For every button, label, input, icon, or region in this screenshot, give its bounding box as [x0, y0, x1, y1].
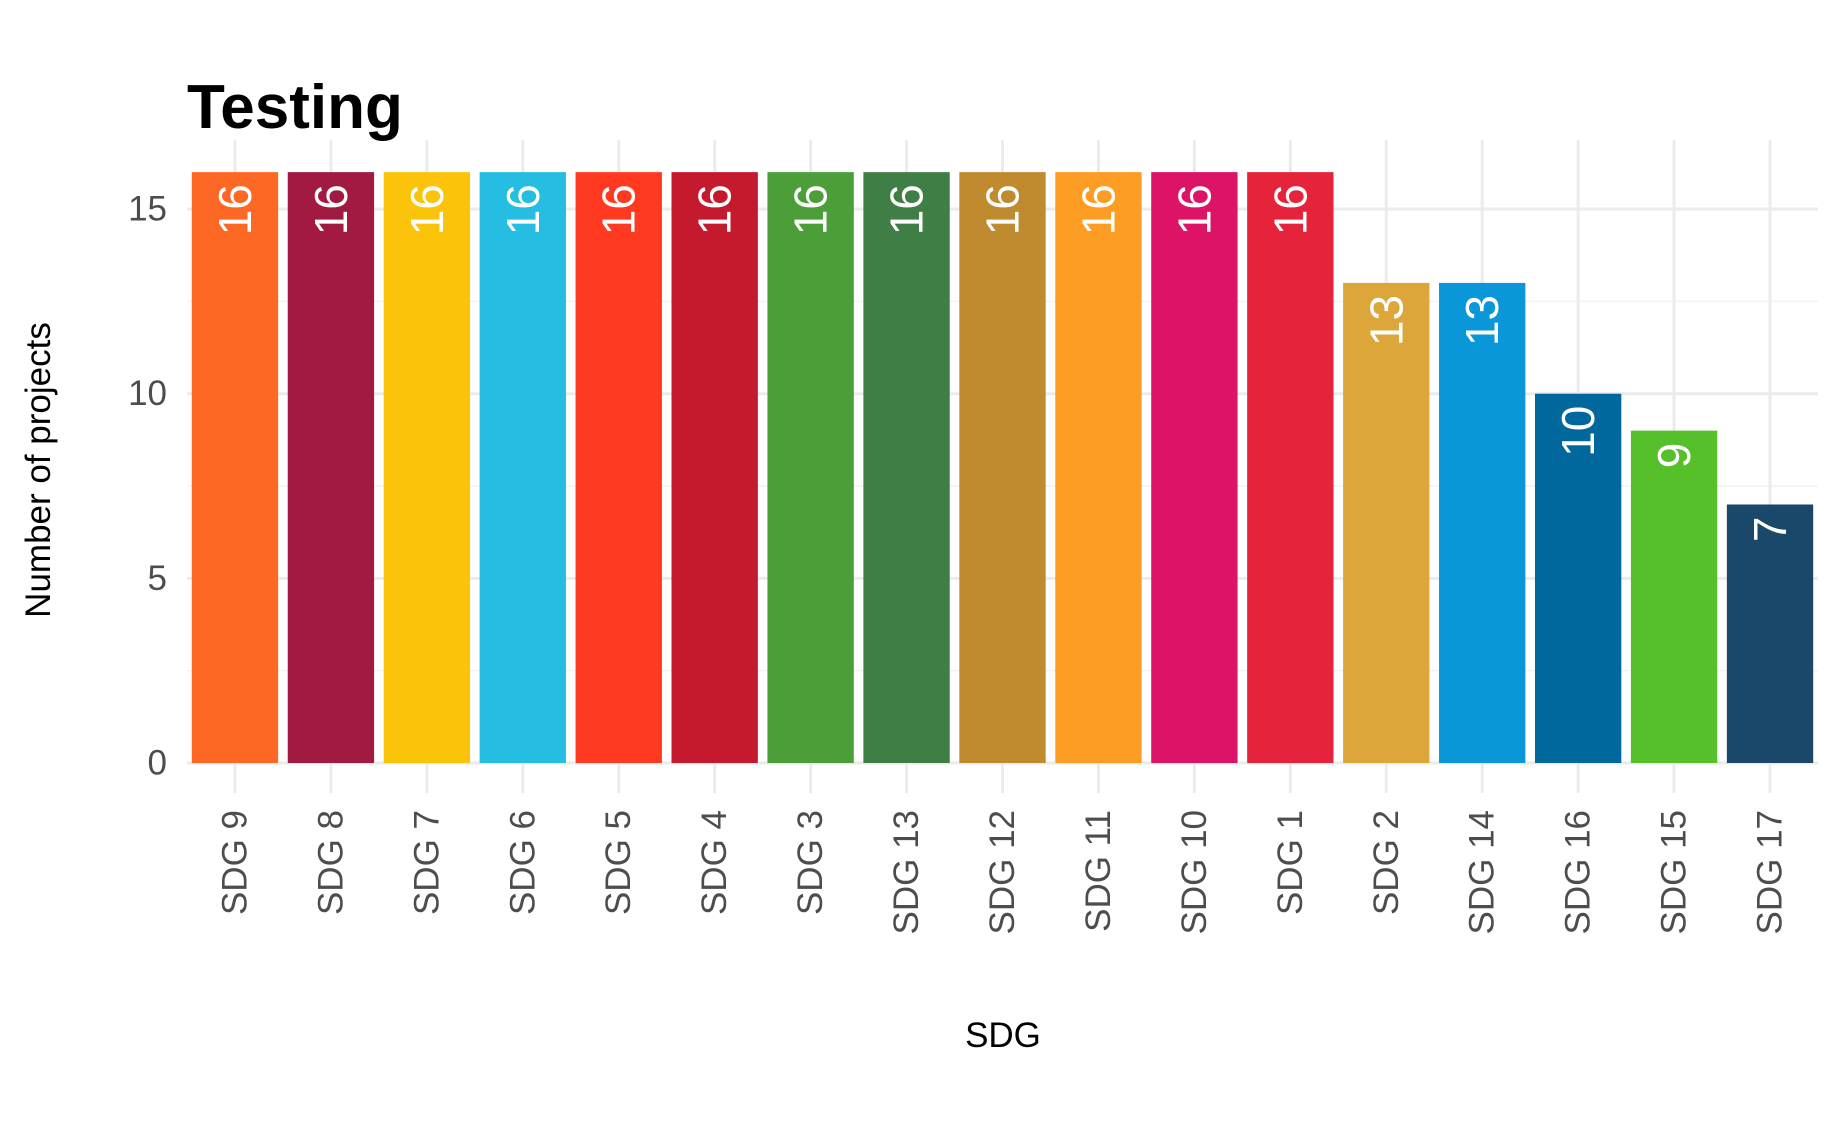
x-tick-label: SDG 12 [983, 810, 1022, 935]
x-tick-label: SDG 1 [1271, 810, 1310, 915]
y-tick-label: 0 [148, 744, 167, 783]
x-tick-label: SDG 16 [1559, 810, 1598, 935]
bar-value-label: 16 [305, 184, 357, 235]
bar-value-label: 16 [1168, 184, 1220, 235]
x-tick-label: SDG 11 [1079, 810, 1118, 932]
x-axis-title: SDG [965, 1016, 1041, 1055]
x-tick-label: SDG 3 [791, 810, 830, 915]
bar [1630, 430, 1718, 763]
bar-value-label: 9 [1648, 443, 1700, 469]
x-tick-label: SDG 5 [599, 810, 638, 915]
bar [863, 172, 950, 763]
x-tick-label: SDG 10 [1175, 810, 1214, 935]
bar-value-label: 16 [785, 184, 837, 235]
x-tick-label: SDG 15 [1655, 810, 1694, 935]
bar [767, 172, 854, 763]
bar [1726, 504, 1814, 763]
x-tick-label: SDG 6 [503, 810, 542, 915]
y-tick-label: 15 [128, 190, 167, 229]
bar-value-label: 16 [497, 184, 549, 235]
bar-value-label: 16 [977, 184, 1029, 235]
bar-value-label: 16 [1072, 184, 1124, 235]
x-tick-label: SDG 14 [1463, 810, 1502, 935]
bar [575, 172, 662, 763]
bar [1439, 282, 1526, 763]
bar-value-label: 13 [1360, 295, 1412, 346]
bar [191, 172, 279, 763]
x-tick-label: SDG 8 [311, 810, 350, 915]
y-tick-label: 5 [148, 559, 167, 598]
x-tick-label: SDG 17 [1751, 810, 1790, 935]
bar-value-label: 16 [881, 184, 933, 235]
x-tick-label: SDG 9 [215, 810, 254, 915]
bar [671, 172, 758, 763]
y-axis-title: Number of projects [19, 322, 58, 618]
bar-value-label: 13 [1456, 295, 1508, 346]
bar [959, 172, 1046, 763]
bar-value-label: 16 [209, 184, 261, 235]
x-tick-label: SDG 4 [695, 810, 734, 915]
bar [287, 172, 375, 763]
x-tick-label: SDG 2 [1367, 810, 1406, 915]
bar-value-label: 16 [401, 184, 453, 235]
bar [383, 172, 471, 763]
bar-value-label: 16 [593, 184, 645, 235]
bar-value-label: 7 [1744, 516, 1796, 542]
x-axis-ticks: SDG 9 SDG 8 SDG 7 SDG 6 SDG 5 SDG 4 SDG 3 SDG 1… [215, 810, 1789, 935]
bar [1247, 172, 1334, 763]
y-axis-ticks: 0 5 10 15 [128, 190, 167, 783]
x-tick-label: SDG 13 [887, 810, 926, 935]
bar [1343, 282, 1430, 763]
bar-value-label: 16 [1264, 184, 1316, 235]
bar-value-label: 10 [1552, 406, 1604, 457]
y-tick-label: 10 [128, 374, 167, 413]
bar [1534, 393, 1622, 763]
bar [1055, 172, 1142, 763]
bar-value-label: 16 [689, 184, 741, 235]
bar [479, 172, 566, 763]
chart-title: Testing [187, 73, 403, 142]
bar-labels: 16 16 16 16 16 16 16 16 16 16 16 16 13 13 10 9 7 [209, 184, 1796, 542]
x-tick-label: SDG 7 [407, 810, 446, 915]
bars [191, 172, 1814, 763]
bar [1151, 172, 1238, 763]
